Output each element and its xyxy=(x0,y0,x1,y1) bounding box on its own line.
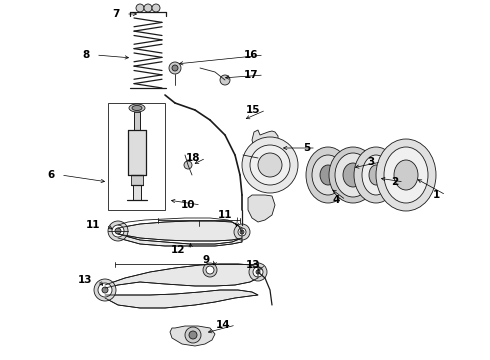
Ellipse shape xyxy=(369,165,383,185)
Ellipse shape xyxy=(394,160,418,190)
Circle shape xyxy=(169,62,181,74)
Circle shape xyxy=(258,153,282,177)
Circle shape xyxy=(112,225,124,237)
Text: 2: 2 xyxy=(391,177,398,187)
Circle shape xyxy=(250,145,290,185)
Circle shape xyxy=(203,263,217,277)
Text: 13: 13 xyxy=(245,260,260,270)
Polygon shape xyxy=(170,326,215,346)
Circle shape xyxy=(94,279,116,301)
Circle shape xyxy=(136,4,144,12)
Text: 3: 3 xyxy=(368,157,375,167)
Text: 1: 1 xyxy=(433,190,440,200)
Text: 9: 9 xyxy=(203,255,210,265)
Circle shape xyxy=(152,4,160,12)
Text: 12: 12 xyxy=(171,245,185,255)
Ellipse shape xyxy=(384,147,428,203)
Ellipse shape xyxy=(362,155,390,195)
Polygon shape xyxy=(134,112,140,130)
Circle shape xyxy=(184,161,192,169)
Bar xyxy=(108,103,165,210)
Ellipse shape xyxy=(132,105,142,111)
Circle shape xyxy=(189,331,197,339)
Polygon shape xyxy=(105,264,258,308)
Text: 5: 5 xyxy=(303,143,310,153)
Text: 11: 11 xyxy=(218,210,232,220)
Ellipse shape xyxy=(354,147,398,203)
Ellipse shape xyxy=(306,147,350,203)
Circle shape xyxy=(238,228,246,236)
Ellipse shape xyxy=(320,165,336,185)
Ellipse shape xyxy=(335,153,371,197)
Ellipse shape xyxy=(329,147,377,203)
Text: 14: 14 xyxy=(216,320,230,330)
Polygon shape xyxy=(248,195,275,222)
Ellipse shape xyxy=(376,139,436,211)
Polygon shape xyxy=(131,175,143,185)
Circle shape xyxy=(256,270,260,274)
Polygon shape xyxy=(128,130,146,175)
Text: 15: 15 xyxy=(245,105,260,115)
Circle shape xyxy=(249,263,267,281)
Text: 8: 8 xyxy=(83,50,90,60)
Text: 16: 16 xyxy=(244,50,258,60)
Text: 6: 6 xyxy=(48,170,55,180)
Circle shape xyxy=(102,287,108,293)
Circle shape xyxy=(253,267,263,277)
Circle shape xyxy=(185,327,201,343)
Circle shape xyxy=(144,4,152,12)
Text: 10: 10 xyxy=(180,200,195,210)
Text: 13: 13 xyxy=(77,275,92,285)
Circle shape xyxy=(234,224,250,240)
Text: 17: 17 xyxy=(244,70,258,80)
Circle shape xyxy=(98,283,112,297)
Circle shape xyxy=(172,65,178,71)
Ellipse shape xyxy=(129,104,145,112)
Polygon shape xyxy=(252,130,278,157)
Ellipse shape xyxy=(312,155,344,195)
Circle shape xyxy=(108,221,128,241)
Circle shape xyxy=(242,137,298,193)
Text: 18: 18 xyxy=(186,153,200,163)
Text: 4: 4 xyxy=(333,195,340,205)
Polygon shape xyxy=(133,185,141,200)
Circle shape xyxy=(220,75,230,85)
Circle shape xyxy=(115,228,121,234)
Text: 11: 11 xyxy=(85,220,100,230)
Circle shape xyxy=(206,266,214,274)
Ellipse shape xyxy=(343,163,363,187)
Polygon shape xyxy=(118,221,242,246)
Text: 7: 7 xyxy=(113,9,120,19)
Circle shape xyxy=(240,230,244,234)
